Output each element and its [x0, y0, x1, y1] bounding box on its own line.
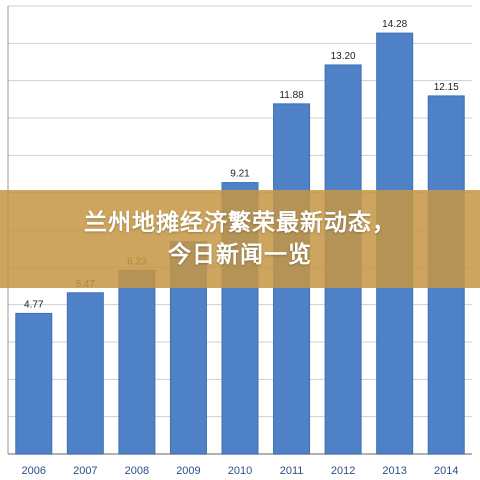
- x-tick-label-2013: 2013: [382, 465, 406, 477]
- headline-banner: 兰州地摊经济繁荣最新动态， 今日新闻一览: [0, 190, 480, 288]
- value-label-2014: 12.15: [434, 82, 459, 93]
- x-tick-labels: 2006 2007 2008 2009 2010 2011 2012 2013 2014: [22, 465, 459, 477]
- x-tick-label-2011: 2011: [280, 465, 304, 477]
- x-tick-label-2014: 2014: [434, 465, 458, 477]
- value-label-2013: 14.28: [382, 19, 407, 30]
- x-tick-label-2012: 2012: [331, 465, 355, 477]
- x-tick-label-2009: 2009: [176, 465, 200, 477]
- headline-line-1: 兰州地摊经济繁荣最新动态，: [84, 210, 396, 236]
- x-tick-label-2010: 2010: [228, 465, 252, 477]
- bar-2006: [15, 312, 53, 455]
- value-label-2006: 4.77: [24, 299, 44, 310]
- value-label-2012: 13.20: [331, 51, 356, 62]
- headline-line-2: 今日新闻一览: [168, 242, 312, 268]
- value-label-2011: 11.88: [279, 90, 304, 101]
- x-tick-label-2008: 2008: [125, 465, 149, 477]
- x-tick-label-2006: 2006: [22, 465, 46, 477]
- bar-2007: [66, 292, 104, 455]
- bar-2008: [118, 269, 156, 455]
- value-label-2010: 9.21: [230, 169, 250, 180]
- x-tick-label-2007: 2007: [73, 465, 97, 477]
